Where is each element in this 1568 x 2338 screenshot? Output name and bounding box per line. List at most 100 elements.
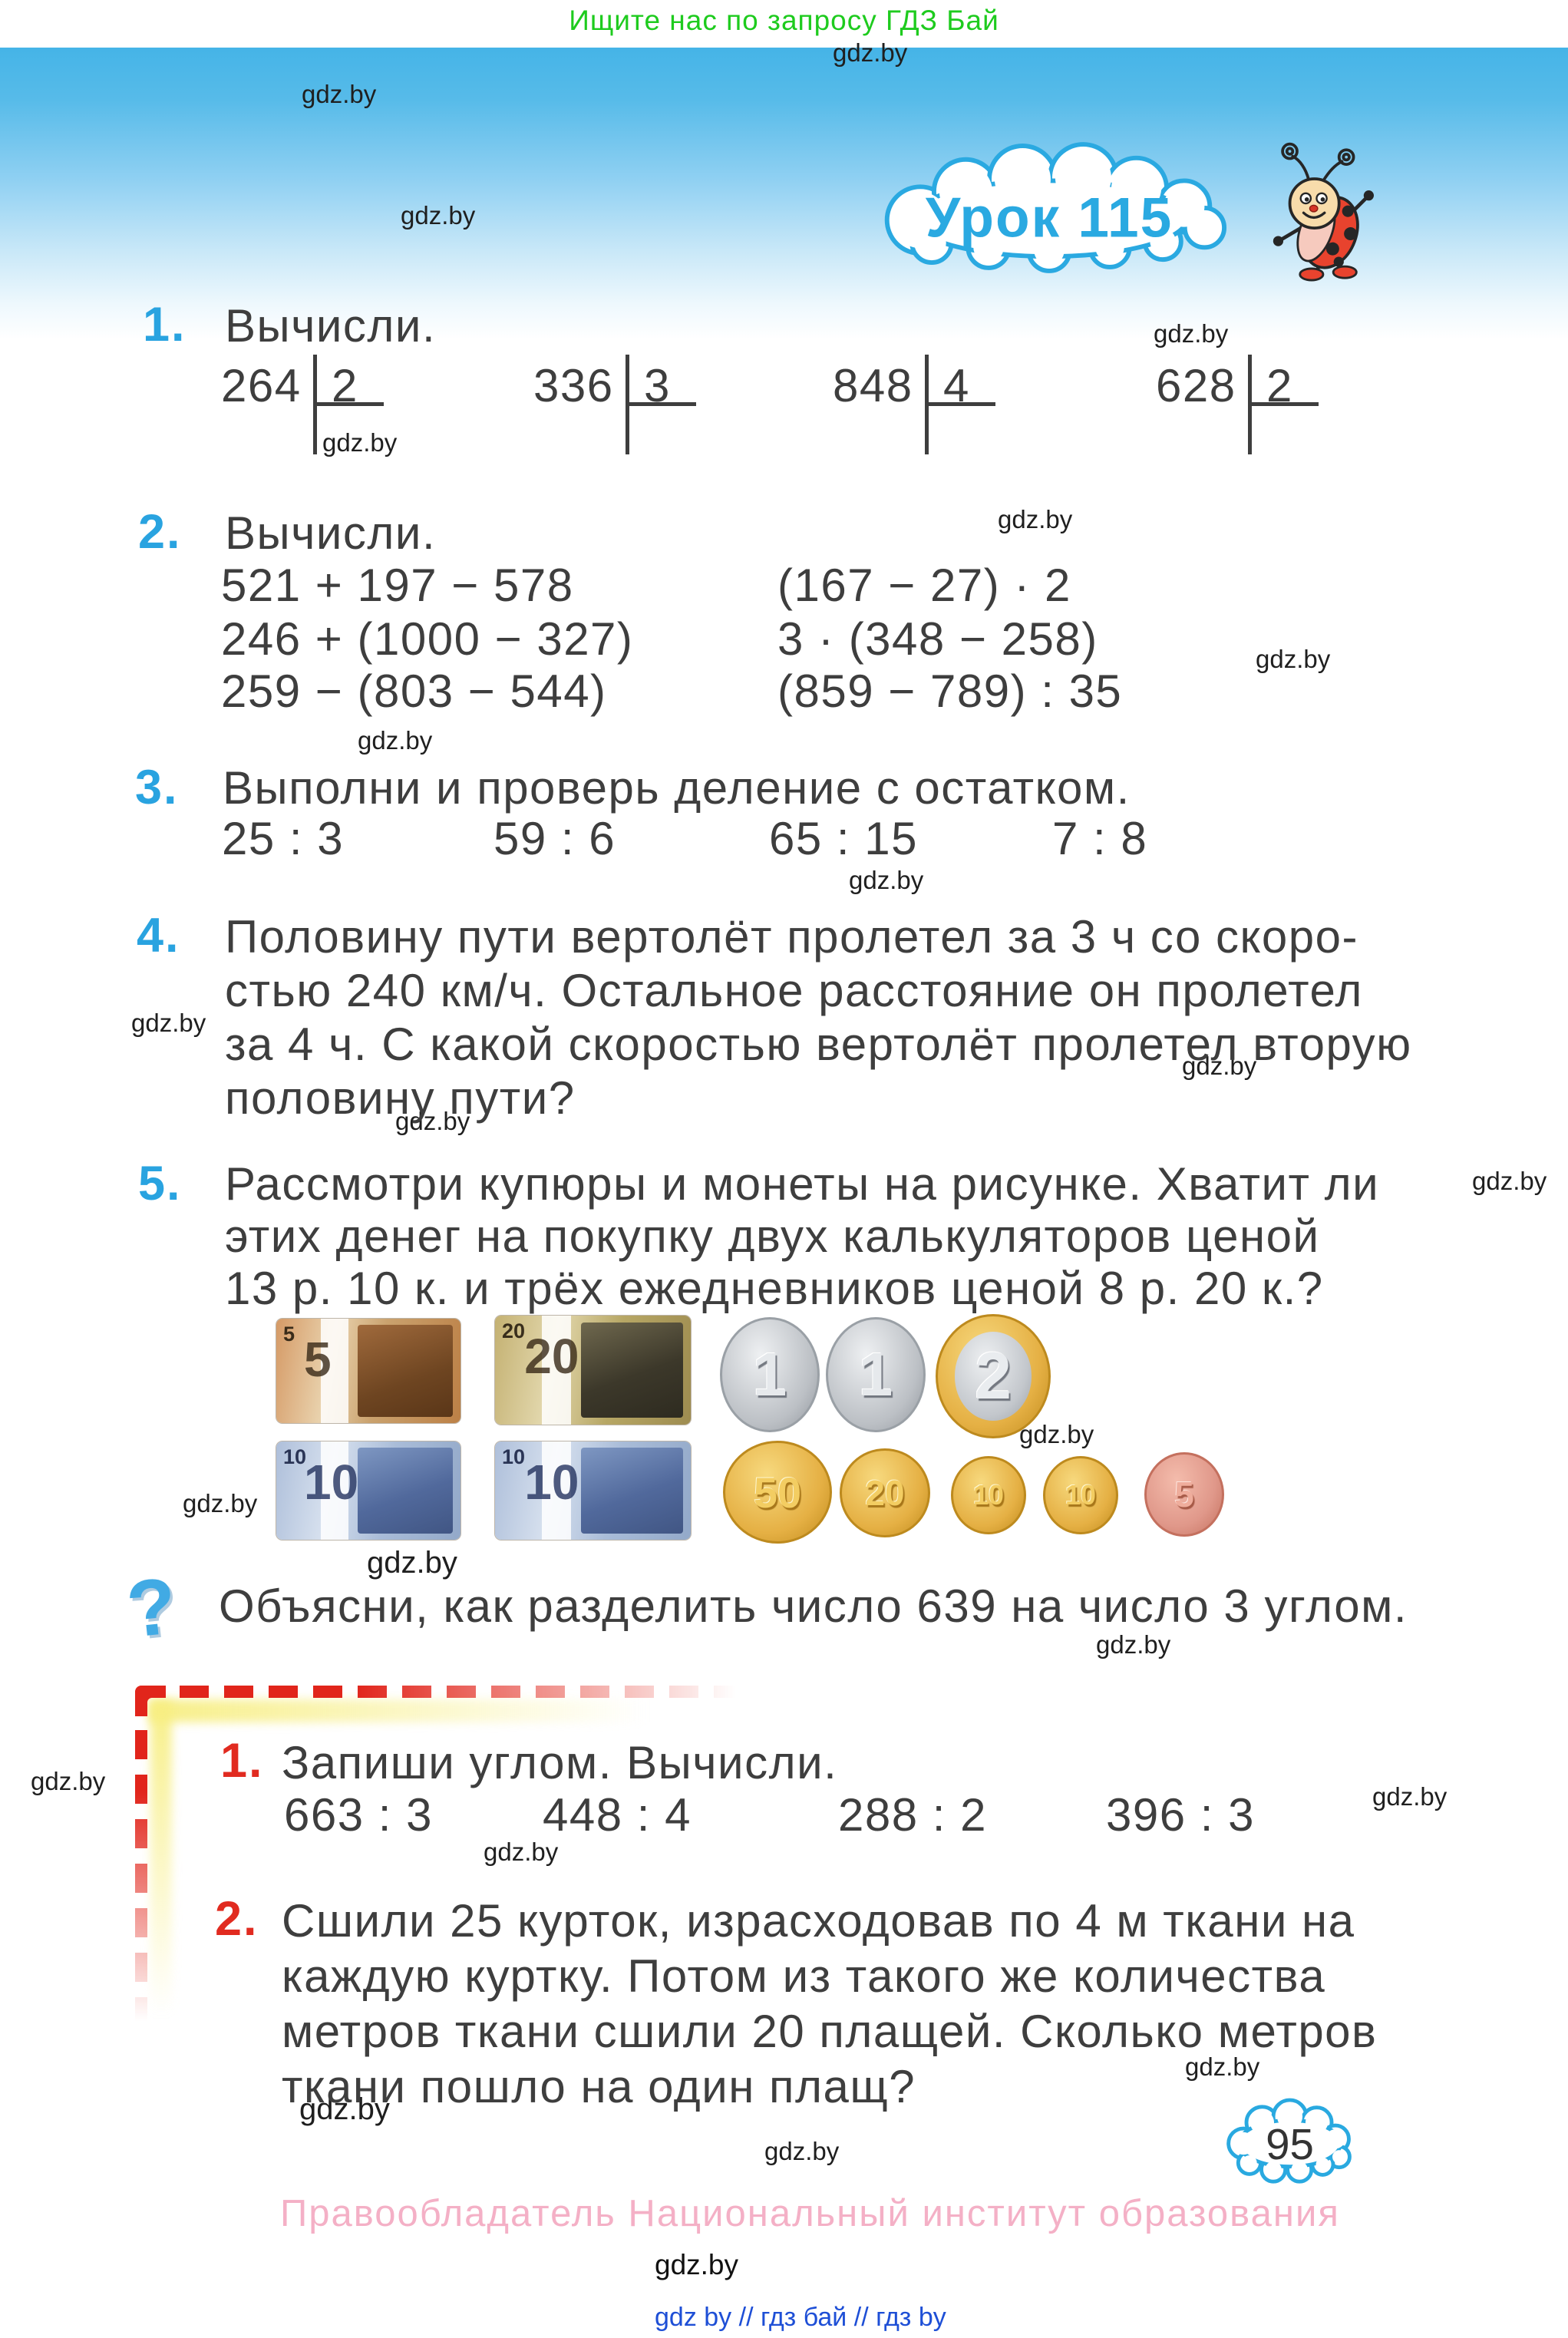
note-artwork [581, 1322, 683, 1418]
banknote-10-rubles: 10 10 [495, 1441, 691, 1540]
lesson-title: Урок 115 [926, 187, 1173, 249]
box-exercise-2-line: ткани пошло на один плащ? [282, 2061, 916, 2112]
box-exercise-1-number: 1. [220, 1734, 264, 1788]
dividend: 628 [1156, 360, 1236, 411]
note-value-large: 10 [524, 1455, 579, 1510]
coin-value: 10 [972, 1479, 1005, 1511]
exercise-4-line: стью 240 км/ч. Остальное расстояние он п… [225, 965, 1363, 1016]
dividend: 848 [833, 360, 913, 411]
exercise-1-number: 1. [143, 298, 187, 352]
coin-value: 2 [975, 1339, 1012, 1413]
note-value-large: 20 [524, 1329, 579, 1384]
note-stripe [542, 1441, 572, 1540]
box-dashed-border-left [135, 1686, 147, 2039]
expression: 259 − (803 − 544) [221, 665, 607, 717]
expression: 663 : 3 [284, 1789, 433, 1841]
coin-value: 20 [865, 1473, 905, 1513]
watermark: gdz.by [1185, 2052, 1260, 2081]
expression: 65 : 15 [769, 813, 918, 864]
coin-silver-center [954, 1332, 1032, 1421]
coin-value: 5 [1174, 1474, 1194, 1514]
watermark: gdz.by [655, 2249, 739, 2280]
banknote-20-rubles: 20 20 [495, 1316, 691, 1425]
watermark: gdz.by [322, 428, 398, 457]
exercise-5-line: этих денег на покупку двух калькуляторов… [225, 1210, 1320, 1262]
watermark: gdz.by [1019, 1420, 1094, 1448]
exercise-3-number: 3. [135, 761, 179, 814]
division-problem: 848 4 [833, 353, 1086, 464]
box-exercise-2-number: 2. [215, 1892, 259, 1946]
promo-banner-text: Ищите нас по запросу ГДЗ Бай [569, 5, 999, 36]
box-dashed-border-corner [135, 1686, 166, 1716]
exercise-5-number: 5. [138, 1157, 182, 1210]
coin-5-kopecks: 5 [1144, 1452, 1224, 1537]
watermark: gdz.by [764, 2137, 840, 2165]
expression: 521 + 197 − 578 [221, 560, 574, 611]
expression: 59 : 6 [494, 813, 616, 864]
coin-2-rubles: 2 [936, 1314, 1051, 1438]
watermark: gdz.by [1372, 1782, 1448, 1811]
box-exercise-2-line: метров ткани сшили 20 плащей. Сколько ме… [282, 2006, 1378, 2057]
division-problem: 264 2 [221, 353, 474, 464]
page-number: 95 [1266, 2120, 1314, 2168]
watermark: gdz.by [31, 1767, 106, 1795]
footer-links[interactable]: gdz by // гдз бай // гдз by [655, 2303, 946, 2332]
division-horizontal-line [925, 402, 995, 406]
exercise-2-number: 2. [138, 505, 182, 559]
watermark: gdz.by [131, 1009, 206, 1037]
expression: 448 : 4 [543, 1789, 692, 1841]
exercise-4-line: Половину пути вертолёт пролетел за 3 ч с… [225, 911, 1358, 963]
coin-value: 50 [753, 1468, 802, 1517]
watermark: gdz.by [998, 505, 1073, 533]
exercise-5-line: Рассмотри купюры и монеты на рисунке. Хв… [225, 1158, 1380, 1210]
coin-value: 10 [1065, 1479, 1097, 1511]
copyright-text: Правообладатель Национальный институт об… [280, 2193, 1340, 2234]
box-exercise-2-line: Сшили 25 курток, израсходовав по 4 м тка… [282, 1895, 1355, 1947]
note-value-large: 5 [304, 1332, 332, 1387]
coin-1-ruble: 1 [826, 1317, 926, 1432]
note-value-small: 20 [502, 1319, 526, 1342]
exercise-1-title: Вычисли. [225, 300, 437, 352]
question-mark-icon: ? [123, 1561, 181, 1656]
question-prompt: Объясни, как разделить число 639 на числ… [219, 1580, 1408, 1632]
expression: 288 : 2 [838, 1789, 987, 1841]
expression: 246 + (1000 − 327) [221, 613, 634, 665]
note-stripe [542, 1316, 572, 1425]
division-horizontal-line [313, 402, 384, 406]
box-dashed-border-top [135, 1686, 761, 1698]
watermark: gdz.by [1256, 645, 1331, 673]
watermark: gdz.by [401, 201, 476, 230]
coin-10-kopecks: 10 [1043, 1456, 1118, 1534]
dividend: 336 [533, 360, 614, 411]
expression: 7 : 8 [1052, 813, 1148, 864]
note-artwork [357, 1325, 454, 1417]
watermark: gdz.by [299, 2092, 390, 2126]
watermark: gdz.by [833, 38, 908, 67]
box-glow-left [150, 1701, 172, 2016]
watermark: gdz.by [1182, 1052, 1257, 1080]
note-value-large: 10 [304, 1455, 359, 1510]
watermark: gdz.by [1154, 319, 1229, 348]
note-value-small: 10 [283, 1445, 307, 1468]
note-value-small: 5 [283, 1323, 295, 1346]
watermark: gdz.by [1096, 1630, 1171, 1659]
lesson-cloud: Урок 115 [884, 142, 1227, 273]
watermark: gdz.by [302, 80, 377, 108]
division-horizontal-line [626, 402, 696, 406]
coin-50-kopecks: 50 [723, 1441, 832, 1544]
expression: (859 − 789) : 35 [777, 665, 1123, 717]
expression: 3 · (348 − 258) [777, 613, 1098, 665]
coin-1-ruble: 1 [720, 1317, 820, 1432]
watermark: gdz.by [367, 1546, 457, 1580]
expression: 25 : 3 [222, 813, 345, 864]
watermark: gdz.by [183, 1489, 258, 1517]
note-artwork [357, 1447, 454, 1534]
watermark: gdz.by [849, 866, 924, 894]
coin-20-kopecks: 20 [840, 1448, 930, 1537]
division-horizontal-line [1248, 402, 1319, 406]
exercise-5-line: 13 р. 10 к. и трёх ежедневников ценой 8 … [225, 1263, 1324, 1314]
coin-value: 1 [752, 1340, 787, 1408]
watermark: gdz.by [484, 1838, 559, 1866]
note-stripe [320, 1441, 348, 1540]
exercise-2-title: Вычисли. [225, 507, 437, 559]
